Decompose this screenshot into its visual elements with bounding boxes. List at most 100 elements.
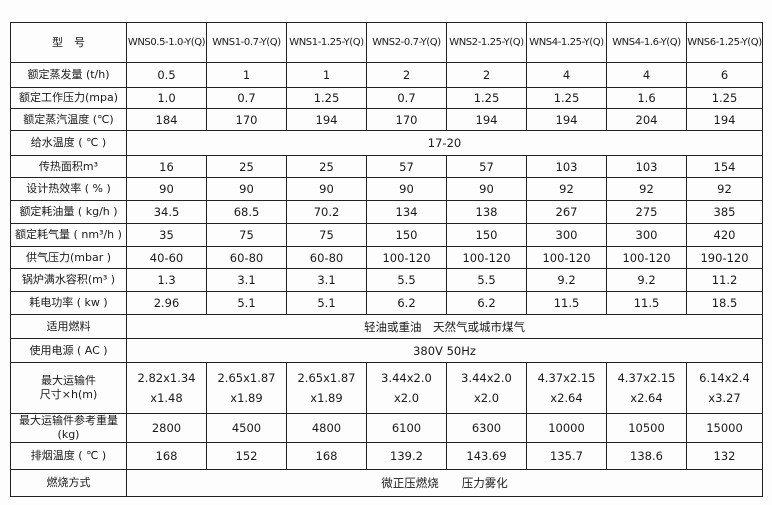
spec-value: 100-120 [606,246,687,269]
spec-value: 0.7 [206,87,287,109]
spec-value: 152 [206,442,287,470]
spec-value: 2.65x1.87 x1.89 [286,362,367,414]
header-row: 型 号 WNS0.5-1.0-Y(Q) WNS1-0.7-Y(Q) WNS1-1… [10,22,763,63]
spec-value: 11.5 [526,291,607,315]
spec-value: 170 [206,108,287,131]
spec-value: 5.5 [446,268,527,292]
spec-value: 275 [606,200,687,224]
spec-label: 耗电功率 ( kw ) [10,291,127,315]
spec-value: 75 [206,223,287,247]
spec-value: 100-120 [526,246,607,269]
spec-value: 194 [286,108,367,131]
spec-value: 68.5 [206,200,287,224]
spec-label: 额定工作压力(mpa) [10,87,127,109]
spec-row: 额定耗气量 ( nm³/h ) 35 75 75 150 150 300 300 420 [10,223,763,247]
spec-value: 6.2 [446,291,527,315]
model-name: WNS2-1.25-Y(Q) [446,22,527,63]
spec-value: 2 [366,62,447,88]
spec-value: 4.37x2.15 x2.64 [606,362,687,414]
spec-shared-value: 380V 50Hz [126,338,763,363]
spec-value: 300 [606,223,687,247]
spec-row: 额定耗油量 ( kg/h ) 34.5 68.5 70.2 134 138 267 275 38… [10,200,763,224]
spec-value: 11.2 [686,268,763,292]
spec-row: 排烟温度 ( ℃ ) 168 152 168 139.2 143.69 135.7 138.6… [10,442,763,470]
spec-value: 25 [206,155,287,178]
spec-value: 138 [446,200,527,224]
spec-value: 10500 [606,413,687,443]
spec-value: 4 [606,62,687,88]
spec-value: 267 [526,200,607,224]
spec-value: 154 [686,155,763,178]
spec-value: 34.5 [126,200,207,224]
spec-value: 2 [446,62,527,88]
spec-label: 锅炉满水容积(m³ ) [10,268,127,292]
spec-value: 4800 [286,413,367,443]
spec-value: 3.1 [206,268,287,292]
spec-value: 170 [366,108,447,131]
spec-value: 90 [446,177,527,201]
spec-value: 139.2 [366,442,447,470]
spec-value: 6 [686,62,763,88]
model-name: WNS2-0.7-Y(Q) [366,22,447,63]
spec-row: 额定蒸发量 (t/h) 0.5 1 1 2 2 4 4 6 [10,62,763,88]
spec-shared-value: 微正压燃烧 压力雾化 [126,469,763,497]
spec-value: 100-120 [366,246,447,269]
model-header-label: 型 号 [10,22,127,63]
spec-row: 最大运输件参考重量 (kg) 2800 4500 4800 6100 6300 10000 1… [10,413,763,443]
spec-value: 6100 [366,413,447,443]
spec-value: 143.69 [446,442,527,470]
spec-value: 5.1 [286,291,367,315]
spec-value: 132 [686,442,763,470]
spec-label: 额定耗气量 ( nm³/h ) [10,223,127,247]
spec-value: 3.44x2.0 x2.0 [446,362,527,414]
spec-label: 排烟温度 ( ℃ ) [10,442,127,470]
model-name: WNS0.5-1.0-Y(Q) [126,22,207,63]
spec-value: 92 [606,177,687,201]
spec-value: 92 [526,177,607,201]
spec-value: 60-80 [206,246,287,269]
spec-value: 92 [686,177,763,201]
spec-value: 2.96 [126,291,207,315]
spec-value: 90 [126,177,207,201]
spec-value: 10000 [526,413,607,443]
spec-row: 供气压力(mbar ) 40-60 60-80 60-80 100-120 100-120… [10,246,763,269]
spec-value: 5.1 [206,291,287,315]
spec-value: 6300 [446,413,527,443]
spec-value: 190-120 [686,246,763,269]
spec-value: 2.65x1.87 x1.89 [206,362,287,414]
spec-value: 1.25 [446,87,527,109]
spec-label: 额定耗油量 ( kg/h ) [10,200,127,224]
spec-value: 60-80 [286,246,367,269]
spec-label: 使用电源 ( AC ) [10,338,127,363]
spec-value: 90 [286,177,367,201]
spec-value: 70.2 [286,200,367,224]
spec-row: 耗电功率 ( kw ) 2.96 5.1 5.1 6.2 6.2 11.5 11.5 18.5 [10,291,763,315]
spec-shared-value: 17-20 [126,130,763,156]
spec-value: 150 [366,223,447,247]
spec-row: 使用电源 ( AC ) 380V 50Hz [10,338,763,363]
spec-label: 供气压力(mbar ) [10,246,127,269]
spec-row: 传热面积m³ 16 25 25 57 57 103 103 154 [10,155,763,178]
spec-value: 2.82x1.34 x1.48 [126,362,207,414]
spec-value: 103 [526,155,607,178]
spec-value: 25 [286,155,367,178]
spec-row: 给水温度 ( ℃ ) 17-20 [10,130,763,156]
spec-value: 1.25 [526,87,607,109]
spec-label: 设计热效率 ( % ) [10,177,127,201]
spec-value: 6.2 [366,291,447,315]
spec-value: 40-60 [126,246,207,269]
spec-label: 燃烧方式 [10,469,127,497]
spec-value: 4 [526,62,607,88]
spec-row: 设计热效率 ( % ) 90 90 90 90 90 92 92 92 [10,177,763,201]
spec-label: 传热面积m³ [10,155,127,178]
model-name: WNS1-0.7-Y(Q) [206,22,287,63]
spec-value: 138.6 [606,442,687,470]
spec-value: 100-120 [446,246,527,269]
spec-value: 168 [286,442,367,470]
spec-value: 1.3 [126,268,207,292]
spec-value: 90 [206,177,287,201]
spec-value: 135.7 [526,442,607,470]
spec-value: 1.0 [126,87,207,109]
spec-value: 3.44x2.0 x2.0 [366,362,447,414]
spec-value: 4500 [206,413,287,443]
